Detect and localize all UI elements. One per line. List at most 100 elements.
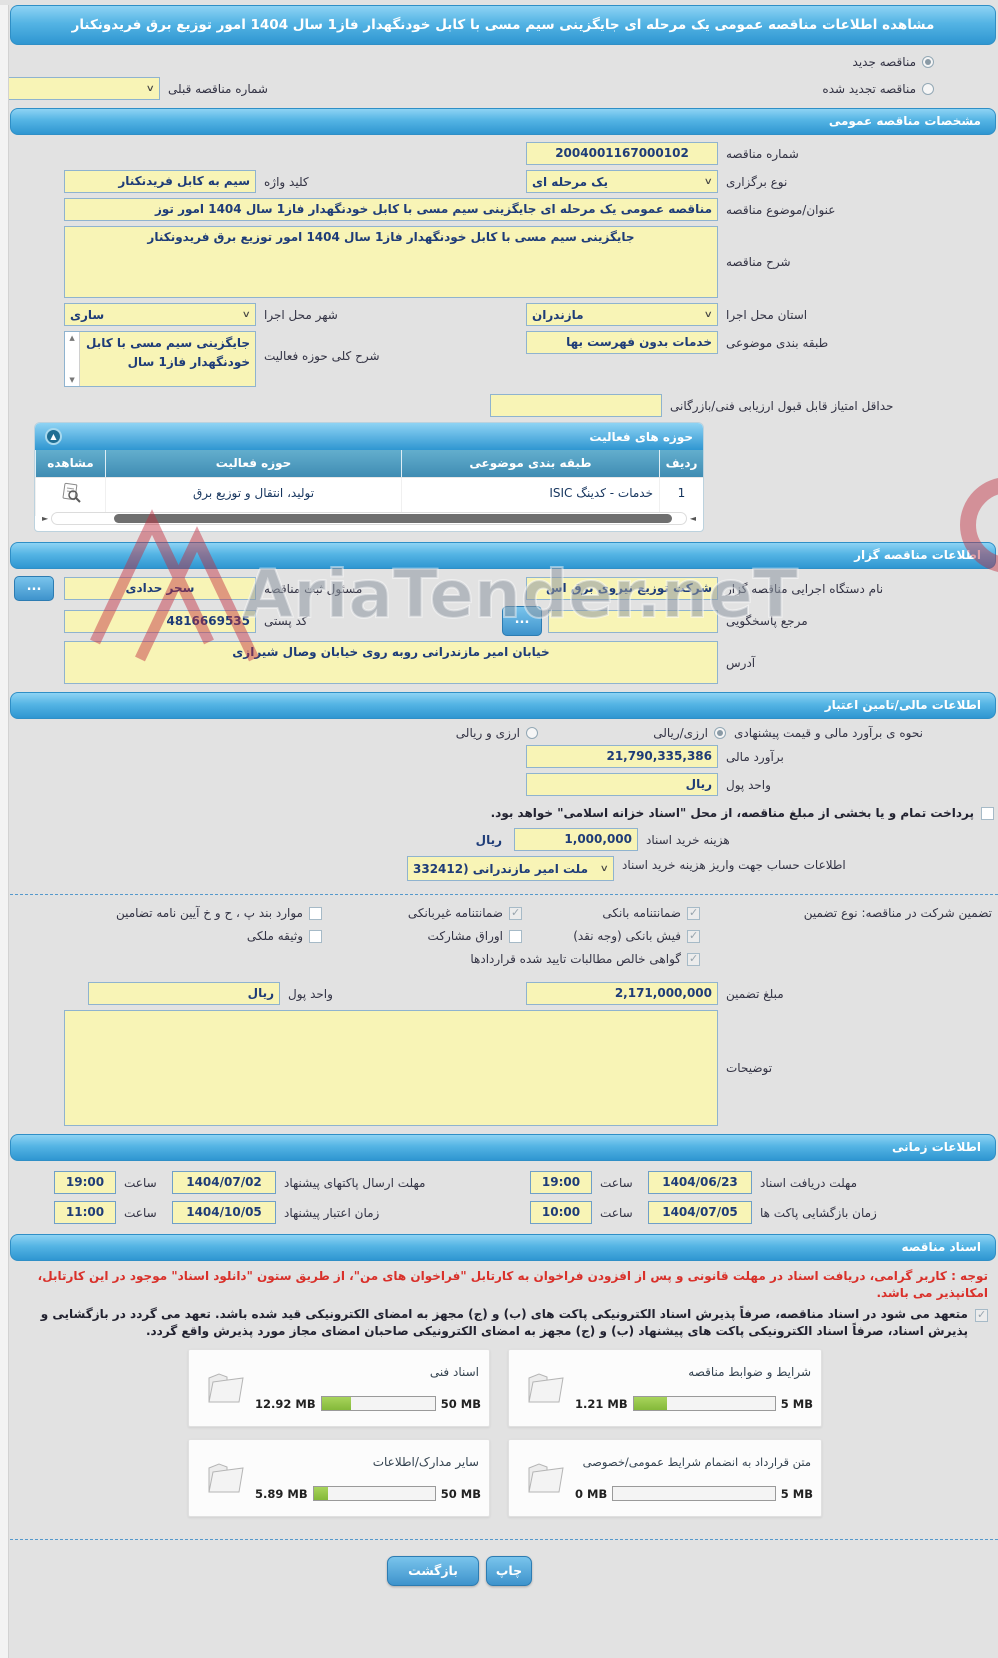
checkbox-participation-bonds[interactable]: [509, 929, 522, 943]
city-label: شهر محل اجرا: [264, 307, 338, 322]
section-financial-header: اطلاعات مالی/تامین اعتبار: [10, 692, 996, 719]
doc-receive-deadline-date[interactable]: 1404/06/23: [648, 1171, 752, 1195]
hour-label: ساعت: [600, 1175, 633, 1190]
horizontal-scrollbar[interactable]: ◄ ►: [39, 510, 699, 527]
checkbox-property-collateral[interactable]: [309, 929, 322, 943]
envelope-opening-date[interactable]: 1404/07/05: [648, 1201, 752, 1225]
hour-label: ساعت: [600, 1205, 633, 1220]
activity-scope-textarea[interactable]: جایگزینی سیم مسی با کابل خودنگهدار فاز1 …: [64, 331, 256, 387]
scroll-left-icon[interactable]: ►: [42, 514, 49, 523]
category-label: طبقه بندی موضوعی: [726, 336, 829, 350]
subject-field[interactable]: مناقصه عمومی یک مرحله ای جایگزینی سیم مس…: [64, 198, 718, 221]
checkbox-bank-slip[interactable]: [687, 929, 700, 943]
scroll-up-icon[interactable]: ▲: [69, 334, 75, 342]
province-select[interactable]: ∨ مازندران: [526, 303, 718, 326]
file-name: شرایط و ضوابط مناقصه: [688, 1364, 811, 1379]
checkbox-bank-guarantee[interactable]: [687, 906, 700, 920]
pledge-checkbox[interactable]: [975, 1308, 988, 1322]
doc-fee-label: هزینه خرید اسناد: [646, 832, 730, 847]
checkbox-bylaw-items-label: موارد بند پ ، ح و خ آیین نامه تضامین: [115, 906, 303, 921]
radio-renewed-tender[interactable]: [922, 82, 934, 95]
col-header-view: مشاهده: [35, 450, 105, 477]
radio-new-tender[interactable]: [922, 56, 934, 68]
checkbox-nonbank-guarantee[interactable]: [509, 906, 522, 920]
checkbox-bank-guarantee-label: ضمانتنامه بانکی: [602, 906, 681, 921]
pledge-text: متعهد می شود در اسناد مناقصه، صرفاً پذیر…: [40, 1306, 968, 1339]
view-details-icon: [62, 482, 81, 503]
address-textarea[interactable]: خیابان امیر مازندرانی روبه روی خیابان وص…: [64, 641, 718, 684]
prev-tender-number-select[interactable]: ∨ --: [0, 77, 160, 100]
document-files-grid: شرایط و ضوابط مناقصه 1.21 MB 5 MB اسناد …: [0, 1348, 998, 1517]
radio-renewed-tender-label: مناقصه تجدید شده: [822, 81, 916, 96]
chevron-down-icon: ∨: [704, 176, 714, 187]
chevron-down-icon: ∨: [146, 83, 156, 94]
category-field[interactable]: خدمات بدون فهرست بها: [526, 331, 718, 354]
currency-unit-field[interactable]: ریال: [526, 773, 718, 796]
collapse-panel-button[interactable]: ▲: [45, 428, 62, 445]
doc-fee-unit: ریال: [475, 832, 502, 847]
city-select[interactable]: ∨ ساری: [64, 303, 256, 326]
file-used-size: 12.92 MB: [255, 1396, 316, 1411]
radio-new-tender-label: مناقصه جدید: [852, 55, 916, 69]
registrar-label: مسئول ثبت مناقصه: [264, 581, 363, 596]
section-divider: [0, 894, 998, 896]
scroll-right-icon[interactable]: ◄: [689, 514, 696, 523]
file-name: اسناد فنی: [429, 1364, 479, 1379]
checkbox-net-claims[interactable]: [687, 952, 700, 966]
guarantee-amount-field[interactable]: 2,171,000,000: [526, 982, 718, 1006]
response-ref-field[interactable]: [548, 609, 718, 633]
page-title: مشاهده اطلاعات مناقصه عمومی یک مرحله ای …: [10, 5, 996, 45]
folder-icon: [528, 1463, 564, 1493]
agency-field[interactable]: شرکت توزیع نیروی برق اس: [526, 577, 718, 600]
notes-textarea[interactable]: [64, 1010, 718, 1127]
guarantee-type-label: نوع تضمین: [803, 906, 858, 921]
scrollbar-thumb[interactable]: [114, 514, 672, 523]
folder-open-button[interactable]: [517, 1356, 575, 1420]
guarantee-currency-field[interactable]: ریال: [88, 982, 280, 1006]
file-progress-track: [320, 1396, 436, 1412]
registrar-field[interactable]: سحر حدادی: [64, 577, 256, 600]
guarantee-amount-label: مبلغ تضمین: [726, 986, 784, 1001]
checkbox-net-claims-label: گواهی خالص مطالبات تایید شده قراردادها: [470, 952, 681, 967]
min-score-field[interactable]: [490, 394, 662, 417]
agency-browse-button[interactable]: ...: [14, 576, 54, 601]
proposal-send-deadline-time[interactable]: 19:00: [54, 1171, 116, 1195]
fee-account-select[interactable]: ∨ ملت امیر مازندرانی (332412: [407, 856, 614, 882]
checkbox-bylaw-items[interactable]: [309, 906, 322, 920]
envelope-opening-time[interactable]: 10:00: [530, 1201, 592, 1225]
section-timing-header: اطلاعات زمانی: [10, 1134, 996, 1162]
doc-receive-deadline-time[interactable]: 19:00: [530, 1171, 592, 1195]
response-ref-browse-button[interactable]: ...: [502, 606, 542, 636]
tender-number-label: شماره مناقصه: [726, 146, 799, 161]
doc-fee-field[interactable]: 1,000,000: [514, 828, 638, 852]
col-header-row-number: ردیف: [659, 450, 703, 477]
view-row-button[interactable]: [35, 478, 105, 516]
folder-open-button[interactable]: [517, 1446, 575, 1510]
folder-open-button[interactable]: [197, 1356, 255, 1420]
proposal-validity-time[interactable]: 11:00: [54, 1201, 116, 1225]
proposal-send-deadline-date[interactable]: 1404/07/02: [172, 1171, 276, 1195]
folder-open-button[interactable]: [197, 1446, 255, 1510]
proposal-validity-date[interactable]: 1404/10/05: [172, 1201, 276, 1225]
checkbox-participation-bonds-label: اوراق مشارکت: [427, 929, 503, 944]
radio-currency-both[interactable]: [526, 727, 538, 739]
holding-type-select[interactable]: ∨ یک مرحله ای: [526, 170, 718, 193]
print-button[interactable]: چاپ: [486, 1555, 532, 1586]
scroll-down-icon[interactable]: ▼: [69, 376, 75, 384]
treasury-payment-checkbox[interactable]: [981, 807, 994, 820]
tender-number-field[interactable]: 2004001167000102: [526, 142, 718, 165]
description-textarea[interactable]: جایگزینی سیم مسی با کابل خودنگهدار فاز1 …: [64, 226, 718, 298]
radio-currency-rial[interactable]: [714, 727, 726, 739]
activity-scope-label: شرح کلی حوزه فعالیت: [264, 349, 380, 363]
vertical-scrollbar[interactable]: ▲ ▼: [65, 332, 80, 386]
financial-estimate-field[interactable]: 21,790,335,386: [526, 745, 718, 768]
guarantee-row-label: تضمین شرکت در مناقصه: نوع تضمین: [803, 906, 992, 921]
estimate-method-label: نحوه ی برآورد مالی و قیمت پیشنهادی: [734, 726, 923, 740]
postal-code-field[interactable]: 4816669535: [64, 609, 256, 633]
category-cell: خدمات - کدینگ ISIC: [401, 478, 659, 516]
keyword-field[interactable]: سیم به کابل فریدنکنار: [64, 170, 256, 193]
folder-icon: [208, 1373, 244, 1403]
file-progress-fill: [313, 1487, 329, 1501]
back-button[interactable]: بازگشت: [387, 1555, 479, 1586]
chevron-down-icon: ∨: [704, 309, 714, 320]
